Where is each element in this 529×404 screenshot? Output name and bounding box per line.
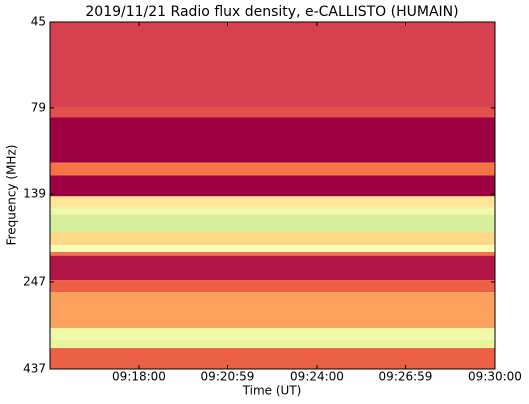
x-tick-label: 09:24:00 — [290, 370, 344, 384]
x-tick-label: 09:30:00 — [468, 370, 522, 384]
y-tick-label: 247 — [23, 274, 46, 288]
spectrum-band — [50, 231, 495, 246]
spectrum-band — [50, 280, 495, 293]
y-tick-label: 79 — [31, 100, 46, 114]
x-tick-label: 09:18:00 — [112, 370, 166, 384]
spectrum-band — [50, 348, 495, 369]
spectrum-band — [50, 245, 495, 252]
y-tick-label: 437 — [23, 362, 46, 376]
y-axis-label: Frequency (MHz) — [5, 145, 19, 246]
spectrum-band — [50, 175, 495, 197]
y-tick-label: 139 — [23, 187, 46, 201]
spectrum-band — [50, 22, 495, 108]
spectrum-band — [50, 107, 495, 118]
spectrum-band — [50, 251, 495, 256]
spectrum-band — [50, 339, 495, 349]
x-axis-label: Time (UT) — [242, 384, 302, 398]
spectrum-band — [50, 162, 495, 176]
spectrum-band — [50, 292, 495, 328]
spectrum-band — [50, 207, 495, 215]
plot-frame — [49, 21, 496, 370]
chart-title: 2019/11/21 Radio flux density, e-CALLIST… — [85, 4, 458, 20]
spectrum-band — [50, 214, 495, 232]
spectrum-band — [50, 117, 495, 163]
x-tick-label: 09:20:59 — [201, 370, 255, 384]
y-tick-label: 45 — [31, 15, 46, 29]
spectrum-band — [50, 255, 495, 281]
spectrum-band — [50, 196, 495, 208]
spectrum-band — [50, 327, 495, 340]
x-tick-label: 09:26:59 — [379, 370, 433, 384]
